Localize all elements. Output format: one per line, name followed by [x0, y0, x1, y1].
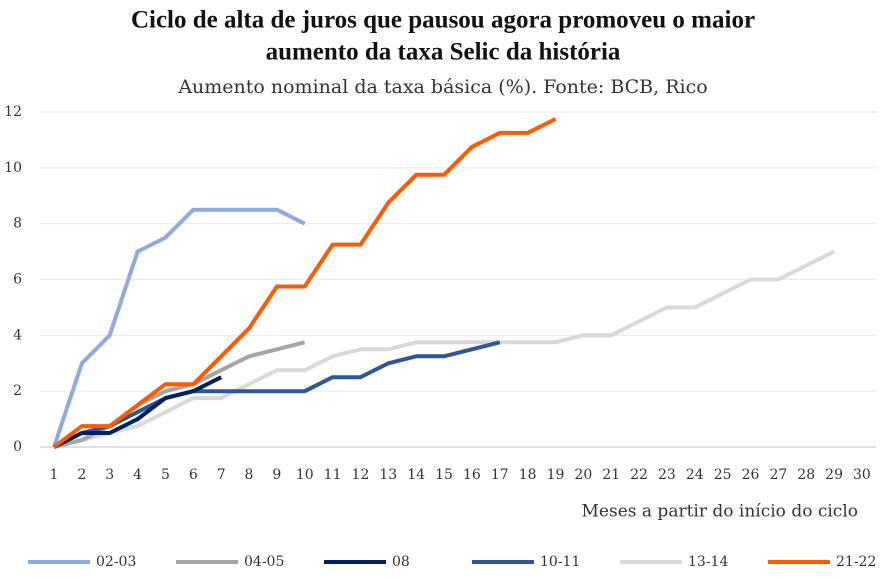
- legend-label: 08: [392, 554, 410, 570]
- x-tick-label: 13: [379, 467, 397, 483]
- x-tick-label: 22: [630, 467, 648, 483]
- y-tick-label: 12: [4, 104, 22, 120]
- legend-label: 10-11: [540, 554, 580, 570]
- x-tick-label: 5: [161, 467, 170, 483]
- x-tick-label: 26: [742, 467, 760, 483]
- series-line: [53, 249, 835, 449]
- x-tick-label: 12: [352, 467, 370, 483]
- x-tick-label: 25: [714, 467, 732, 483]
- x-tick-label: 10: [296, 467, 314, 483]
- x-tick-label: 1: [50, 467, 59, 483]
- x-tick-label: 21: [602, 467, 620, 483]
- x-tick-label: 30: [853, 467, 871, 483]
- x-tick-label: 19: [547, 467, 565, 483]
- legend-label: 04-05: [244, 554, 284, 570]
- y-tick-label: 2: [13, 383, 22, 399]
- series-line: [53, 340, 501, 449]
- x-tick-label: 18: [519, 467, 537, 483]
- y-tick-label: 6: [13, 272, 22, 288]
- y-tick-label: 10: [4, 160, 22, 176]
- x-tick-label: 28: [797, 467, 815, 483]
- series-line: [53, 375, 223, 449]
- x-tick-label: 2: [77, 467, 86, 483]
- chart-title-line: aumento da taxa Selic da história: [266, 39, 621, 66]
- y-tick-label: 8: [13, 216, 22, 232]
- x-tick-label: 3: [105, 467, 114, 483]
- x-tick-label: 15: [435, 467, 453, 483]
- x-tick-label: 20: [574, 467, 592, 483]
- x-tick-label: 27: [769, 467, 787, 483]
- x-tick-label: 14: [407, 467, 425, 483]
- y-tick-label: 4: [13, 327, 22, 343]
- x-axis-label: Meses a partir do início do ciclo: [582, 502, 858, 522]
- x-tick-label: 8: [245, 467, 254, 483]
- legend-label: 21-22: [836, 554, 876, 570]
- series-line: [52, 117, 557, 449]
- x-tick-label: 6: [189, 467, 198, 483]
- chart-title-line: Ciclo de alta de juros que pausou agora …: [131, 7, 755, 34]
- x-tick-label: 17: [491, 467, 509, 483]
- y-tick-label: 0: [13, 439, 22, 455]
- series-line: [52, 207, 306, 448]
- x-tick-label: 9: [272, 467, 281, 483]
- legend-label: 13-14: [688, 554, 728, 570]
- x-tick-label: 11: [324, 467, 342, 483]
- x-tick-label: 16: [463, 467, 481, 483]
- x-tick-label: 4: [133, 467, 142, 483]
- x-tick-label: 29: [825, 467, 843, 483]
- x-tick-label: 23: [658, 467, 676, 483]
- x-tick-label: 7: [217, 467, 226, 483]
- legend-label: 02-03: [96, 554, 136, 570]
- chart-subtitle: Aumento nominal da taxa básica (%). Font…: [177, 76, 707, 98]
- x-tick-label: 24: [686, 467, 704, 483]
